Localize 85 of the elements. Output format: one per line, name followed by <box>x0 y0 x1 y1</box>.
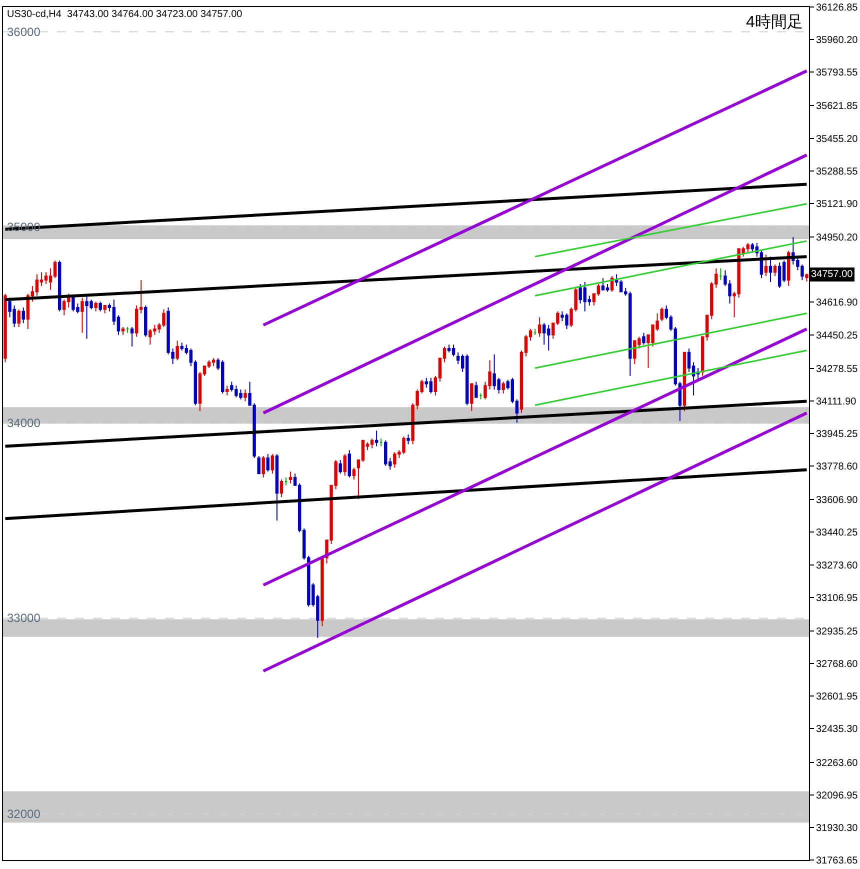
y-tick-label: 32263.60 <box>816 758 858 769</box>
candlestick <box>773 264 777 277</box>
candlestick <box>768 256 772 283</box>
y-tick-label: 31763.65 <box>816 856 858 866</box>
candlestick <box>778 262 782 288</box>
ref-line-label: 36000 <box>7 25 41 39</box>
annotation: 4時間足 <box>746 13 803 31</box>
candlestick <box>280 478 284 498</box>
candlestick <box>538 316 542 338</box>
y-tick-label: 32601.95 <box>816 692 858 703</box>
candlestick <box>257 456 260 474</box>
candlestick <box>22 306 25 324</box>
candlestick <box>343 454 346 476</box>
candlestick <box>374 430 378 447</box>
candlestick <box>126 326 130 334</box>
y-tick-label: 33606.90 <box>816 495 858 506</box>
y-tick-label: 32096.95 <box>816 790 858 802</box>
candlestick <box>479 392 482 400</box>
candlestick <box>17 308 20 328</box>
candlestick <box>212 358 216 367</box>
y-tick-label: 33106.95 <box>816 592 858 604</box>
candlestick <box>94 301 98 312</box>
candlestick <box>80 297 84 334</box>
candlestick <box>338 459 342 474</box>
candlestick <box>266 454 270 472</box>
candlestick <box>379 438 383 447</box>
candlestick <box>262 456 265 478</box>
candlestick <box>288 471 292 484</box>
candlestick <box>121 326 125 336</box>
candlestick <box>660 306 664 322</box>
candlestick <box>103 305 106 314</box>
candlestick <box>270 454 274 474</box>
y-tick-label: 33945.25 <box>816 429 858 440</box>
y-tick-label: 36126.85 <box>816 2 858 14</box>
ref-line-label: 33000 <box>7 611 41 625</box>
y-tick-label: 35793.55 <box>816 68 858 79</box>
candlestick <box>320 557 324 627</box>
candlestick <box>275 454 279 522</box>
y-tick-label: 32935.25 <box>816 626 858 638</box>
candlestick <box>805 272 808 282</box>
candlestick <box>348 450 352 478</box>
y-tick-label: 35455.20 <box>816 134 858 145</box>
candlestick <box>533 328 537 336</box>
candlestick <box>601 278 605 290</box>
candlestick <box>144 305 148 338</box>
candlestick <box>719 268 722 281</box>
y-tick-label: 33778.60 <box>816 462 858 473</box>
y-tick-label: 31930.30 <box>816 822 858 834</box>
candlestick <box>406 434 410 445</box>
candlestick <box>226 385 229 396</box>
candlestick <box>470 383 474 412</box>
candlestick <box>474 381 478 398</box>
candlestick <box>284 477 288 486</box>
y-tick-label: 32435.30 <box>816 724 858 736</box>
candlestick <box>750 242 754 254</box>
y-tick-label: 33440.25 <box>816 528 858 539</box>
ref-line-label: 32000 <box>7 807 41 821</box>
candlestick <box>764 254 768 277</box>
y-tick-label: 34450.25 <box>816 330 858 342</box>
y-tick-label: 34616.90 <box>816 298 858 309</box>
candlestick <box>244 389 247 402</box>
candlestick <box>98 301 102 312</box>
y-tick-label: 34111.90 <box>816 396 857 408</box>
candlestick <box>429 377 433 394</box>
candlestick <box>176 340 179 361</box>
candlestick <box>452 344 456 357</box>
candlestick <box>447 344 451 353</box>
chart-title: US30-cd,H4 34743.00 34764.00 34723.00 34757.00 <box>7 9 243 20</box>
candlestick <box>502 381 505 394</box>
y-tick-label: 35121.90 <box>816 198 858 210</box>
candlestick <box>130 326 134 348</box>
y-tick-label: 35960.20 <box>816 35 858 46</box>
text: 34757.00 <box>811 269 854 280</box>
y-tick-label: 35621.85 <box>816 101 858 112</box>
y-tick-label: 35288.55 <box>816 166 858 178</box>
y-tick-label: 32768.60 <box>816 659 858 670</box>
candlestick <box>4 293 7 363</box>
candlestick <box>642 332 646 346</box>
candlestick <box>352 467 356 480</box>
y-tick-label: 34278.55 <box>816 364 858 375</box>
candlestick <box>370 438 374 449</box>
y-tick-label: 34950.20 <box>816 232 858 244</box>
ref-line-label: 35000 <box>7 220 41 234</box>
y-tick-label: 33273.60 <box>816 560 858 572</box>
ref-line-label: 34000 <box>7 416 41 430</box>
